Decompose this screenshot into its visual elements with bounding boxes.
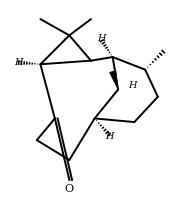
Text: H: H — [128, 82, 137, 90]
Text: O: O — [65, 184, 74, 194]
Text: H: H — [15, 58, 23, 67]
Text: H: H — [98, 35, 106, 43]
Polygon shape — [110, 71, 118, 90]
Text: H: H — [105, 132, 113, 141]
